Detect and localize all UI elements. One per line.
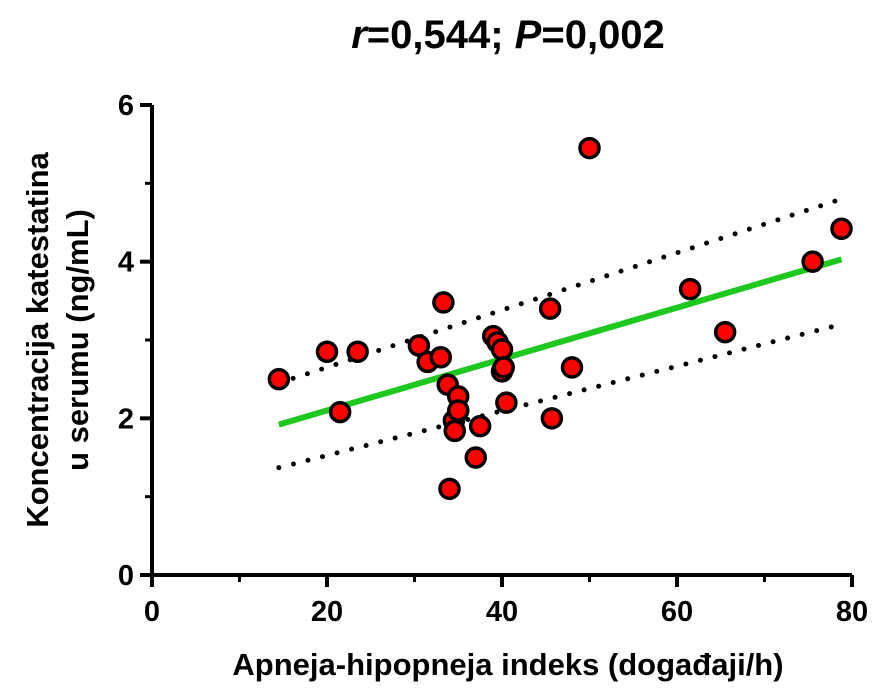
data-point <box>678 277 702 301</box>
data-point <box>492 356 515 379</box>
y-axis-label-line2: u serumu (ng/mL) <box>60 209 95 471</box>
title-p-value: =0,002 <box>541 13 664 57</box>
ci-upper-line <box>276 196 844 386</box>
data-point <box>464 446 487 469</box>
data-point <box>801 250 824 273</box>
data-point <box>490 338 514 361</box>
data-point <box>315 340 339 363</box>
y-tick-label: 2 <box>118 403 134 435</box>
data-point <box>429 345 452 369</box>
data-points <box>267 136 853 501</box>
data-point <box>328 400 352 424</box>
x-tick-label: 60 <box>661 596 693 628</box>
data-point <box>438 477 461 501</box>
data-point <box>538 297 562 320</box>
data-point <box>560 356 584 379</box>
x-tick-label: 80 <box>836 596 868 628</box>
title-r-value: =0,544; <box>367 13 515 57</box>
data-point <box>830 217 853 241</box>
y-tick-label: 4 <box>118 247 134 279</box>
data-point <box>346 340 369 363</box>
data-point <box>432 291 455 314</box>
x-tick-label: 20 <box>311 596 343 628</box>
data-point <box>540 407 564 430</box>
x-axis-label: Apneja-hipopneja indeks (događaji/h) <box>232 647 783 682</box>
confidence-interval-lines <box>276 196 844 471</box>
data-point <box>267 367 291 391</box>
title-r-symbol: r <box>351 13 369 57</box>
y-axis-label: Koncentracija katestatina u serumu (ng/m… <box>20 151 95 527</box>
data-point <box>578 136 601 160</box>
x-tick-label: 0 <box>144 596 160 628</box>
data-point <box>713 320 737 344</box>
data-point <box>447 399 470 422</box>
y-tick-label: 0 <box>118 560 134 592</box>
regression-line-group <box>278 256 843 428</box>
chart-title: r=0,544; P=0,002 <box>351 13 665 57</box>
x-tick-label: 40 <box>486 596 518 628</box>
y-tick-label: 6 <box>118 90 134 122</box>
data-point <box>495 391 518 414</box>
title-p-symbol: P <box>515 13 542 57</box>
regression-line <box>278 256 843 428</box>
data-point <box>468 414 492 438</box>
data-point <box>443 419 466 443</box>
y-axis-label-line1: Koncentracija katestatina <box>20 151 55 527</box>
